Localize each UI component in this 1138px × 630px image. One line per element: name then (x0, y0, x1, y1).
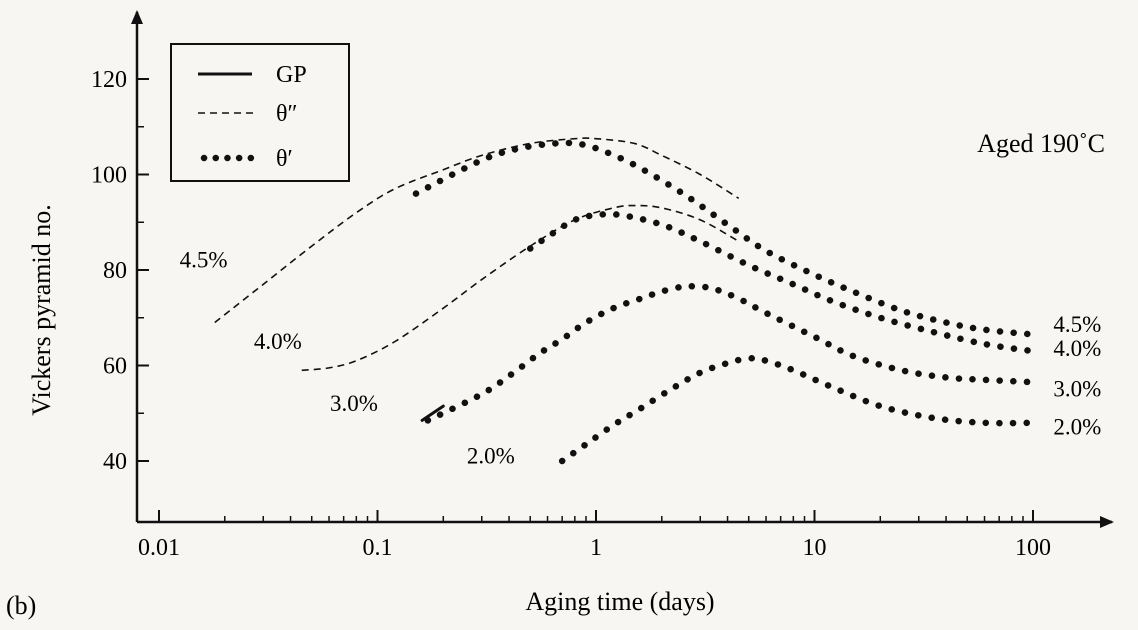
y-tick-label: 80 (103, 258, 127, 284)
legend-label: θ″ (276, 101, 298, 127)
theta-prime-curve (412, 139, 1037, 338)
y-axis-label: Vickers pyramid no. (27, 204, 56, 415)
panel-label: (b) (6, 591, 36, 620)
series-4-0pct: 4.0% 4.0% (254, 204, 1101, 372)
legend-box (170, 43, 350, 182)
curves: 4.5%4.5%4.0% 4.0%3.0%3.0%2.0%2.0% (180, 137, 1101, 468)
x-tick-label: 0.1 (363, 535, 393, 561)
legend-label: θ′ (276, 146, 293, 172)
curve-label-right: 3.0% (1053, 377, 1101, 402)
aging-temperature-annotation: Aged 190˚C (977, 129, 1105, 158)
curve-label-right: 4.5% (1053, 312, 1101, 337)
theta-double-prime-curve (214, 137, 740, 324)
theta-prime-curve (558, 354, 1037, 465)
series-3-0pct: 3.0% 3.0% (330, 283, 1101, 424)
theta-prime-curve (424, 283, 1037, 424)
x-ticks: 0.01 0.1 1 10 100 (138, 510, 1051, 561)
x-tick-label: 100 (1015, 535, 1051, 561)
y-tick-label: 40 (103, 449, 127, 475)
series-2-0pct: 2.0% 2.0% (467, 354, 1101, 468)
theta-prime-curve (526, 210, 1037, 355)
y-tick-label: 120 (91, 67, 127, 93)
curve-label-left: 2.0% (467, 443, 515, 468)
curve-label-left: 3.0% (330, 391, 378, 416)
theta-double-prime-curve (301, 204, 740, 372)
y-ticks: 40 60 80 100 120 (91, 67, 149, 475)
curve-label-left: 4.5% (180, 248, 228, 273)
x-tick-label: 0.01 (138, 535, 180, 561)
x-axis-label: Aging time (days) (525, 587, 714, 616)
series-4-5pct: 4.5% 4.5% (180, 137, 1101, 338)
x-tick-label: 10 (803, 535, 827, 561)
curve-label-right: 4.0% (1053, 336, 1101, 361)
y-tick-label: 60 (103, 354, 127, 380)
legend-label: GP (276, 62, 307, 88)
legend: GP θ″ θ′ (170, 43, 350, 182)
gp-curve (420, 404, 445, 422)
curve-label-right: 2.0% (1053, 415, 1101, 440)
y-tick-label: 100 (91, 163, 127, 189)
curve-label-left: 4.0% (254, 329, 302, 354)
x-tick-label: 1 (590, 535, 602, 561)
